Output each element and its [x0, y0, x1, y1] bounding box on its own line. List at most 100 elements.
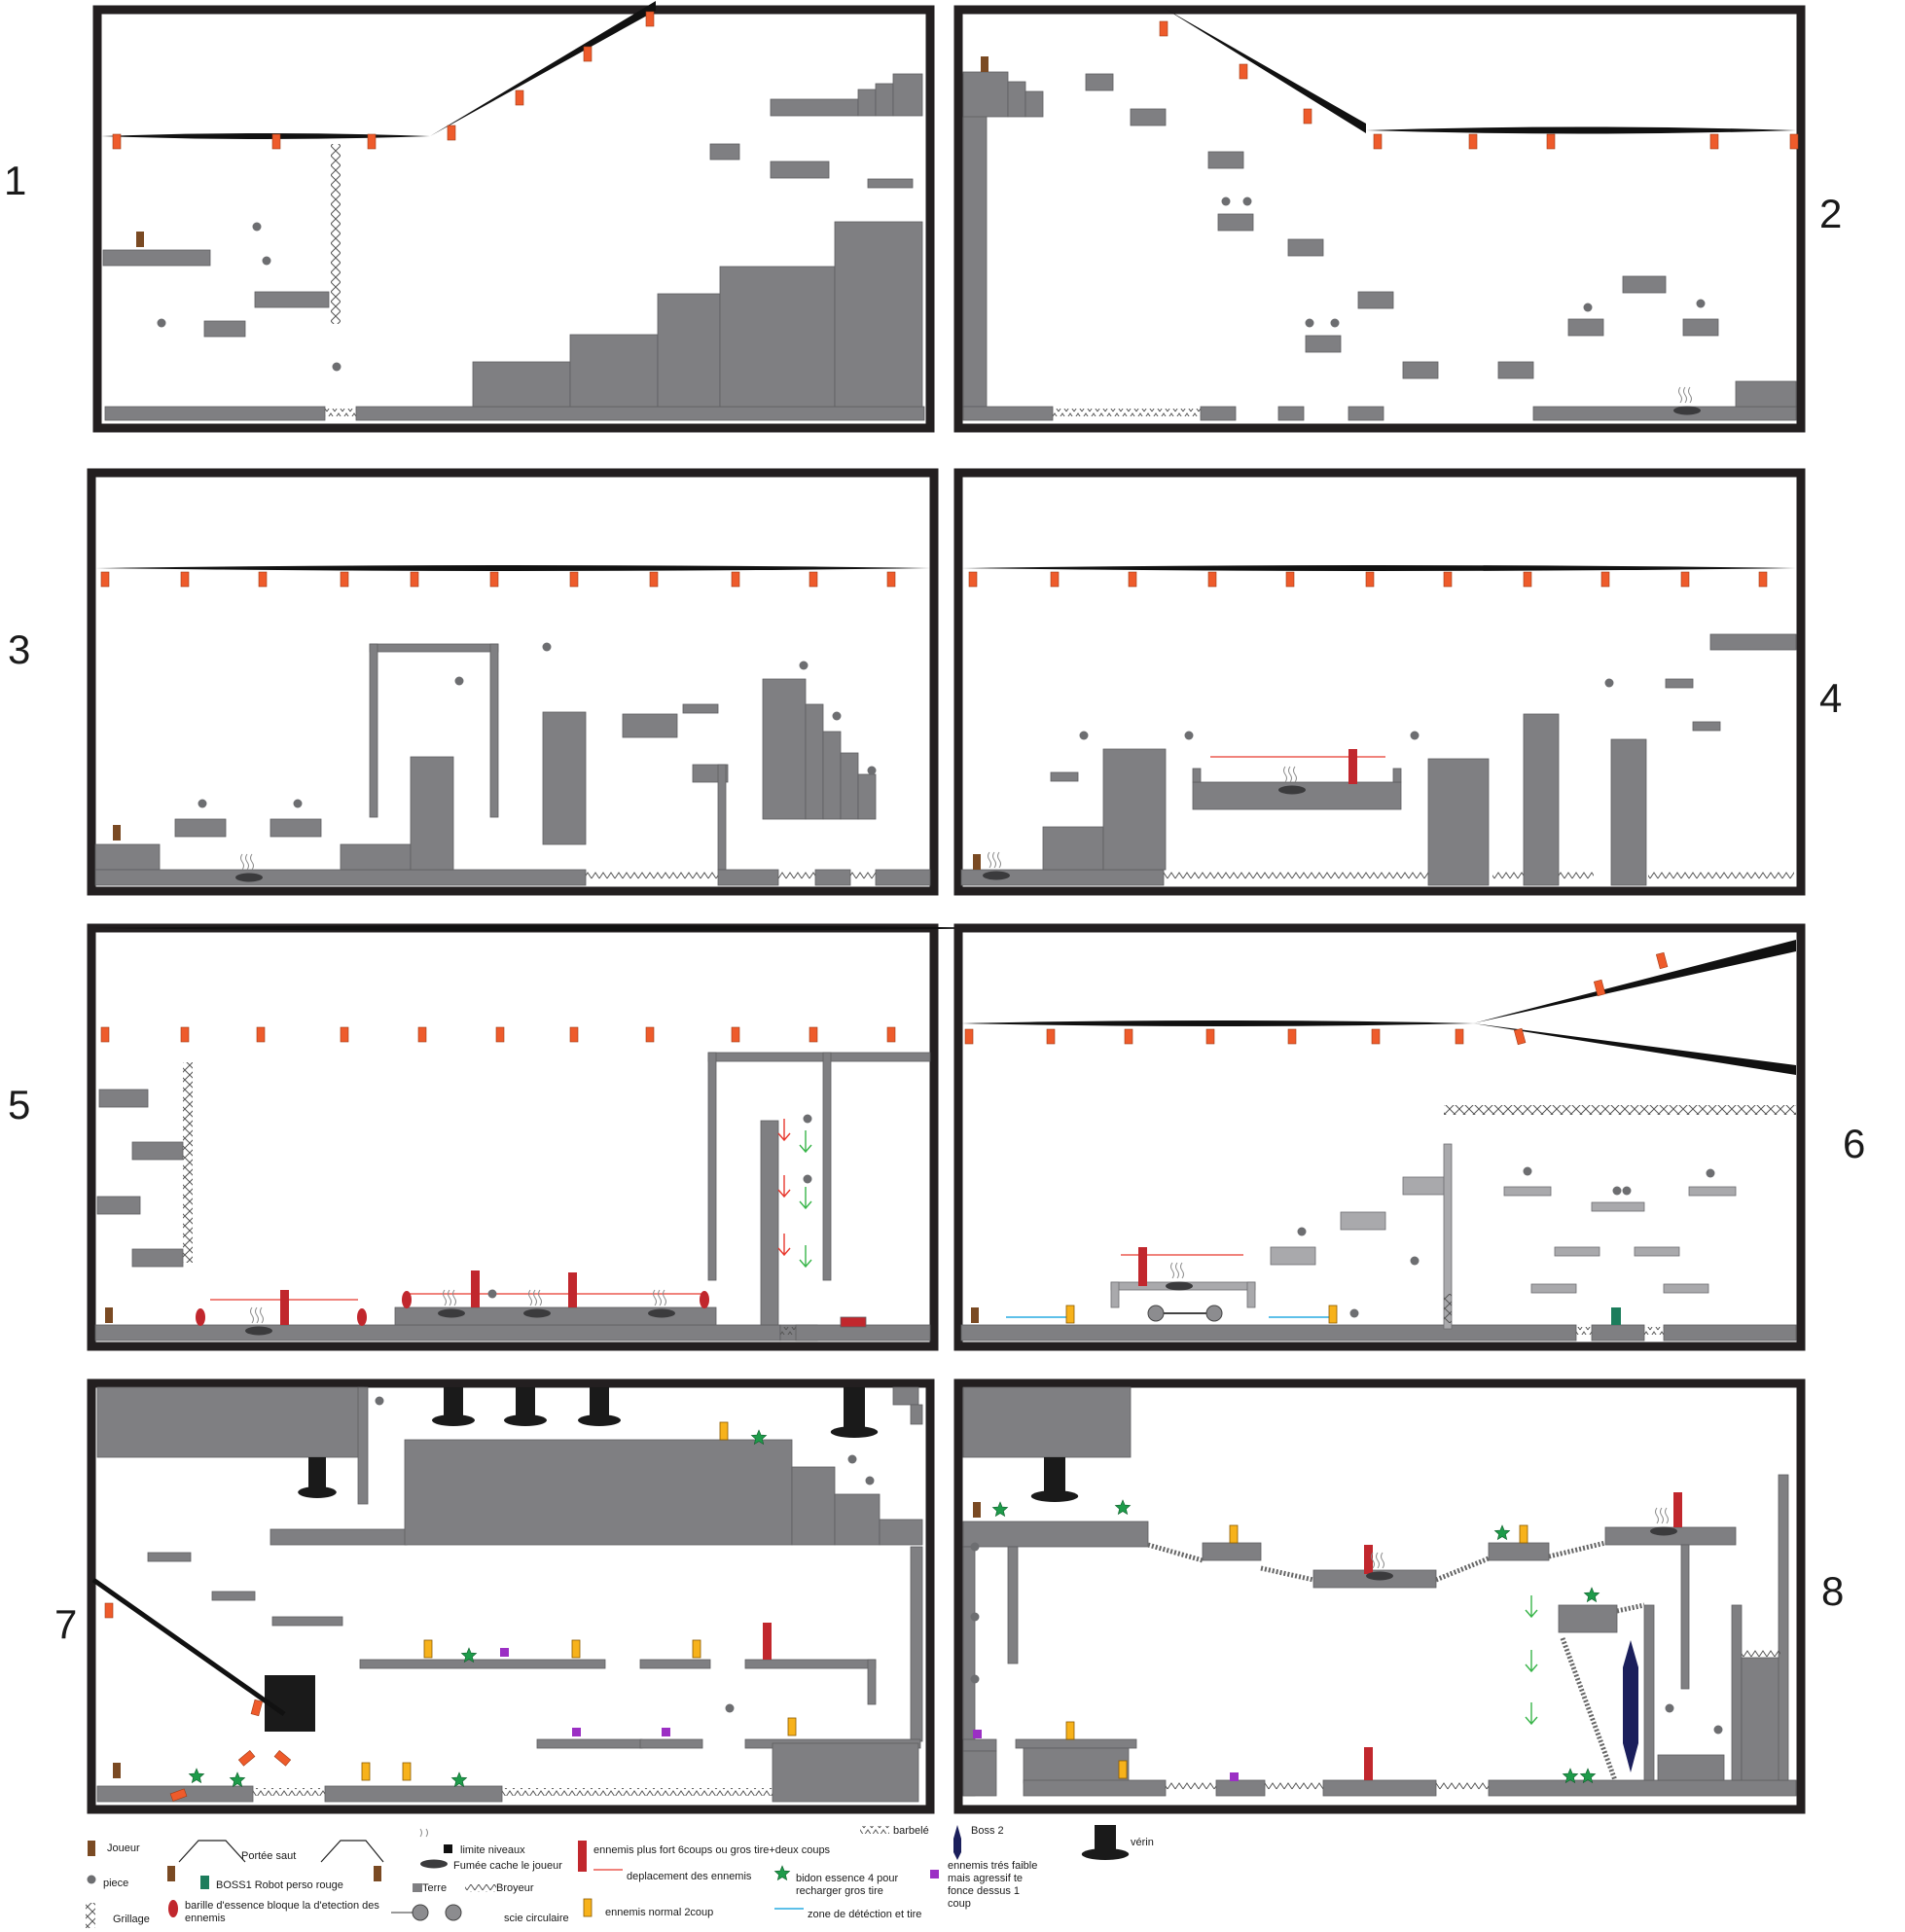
ground-block: [639, 1738, 703, 1749]
legend-deplacement: deplacement des ennemis: [627, 1871, 752, 1882]
slope-limit-line: [1164, 8, 1366, 133]
legend-boss1: BOSS1 Robot perso rouge: [216, 1879, 343, 1891]
smoke-wisp: [1683, 386, 1687, 404]
crusher-zigzag: [1436, 1782, 1489, 1790]
ceiling-spike: [1468, 133, 1478, 150]
ground-block: [1643, 1604, 1655, 1781]
ceiling-spike: [809, 1026, 818, 1043]
ceiling-spike: [417, 1026, 427, 1043]
ceiling-spike: [515, 89, 524, 106]
coin: [1242, 197, 1252, 206]
ground-block: [270, 818, 322, 838]
coin: [375, 1396, 384, 1406]
enemy-normal: [1118, 1760, 1128, 1779]
enemy-normal: [787, 1717, 797, 1736]
smoke-cloud: [235, 873, 263, 882]
ground-block: [1523, 713, 1560, 886]
crusher-zigzag: [1557, 872, 1594, 879]
coin: [1297, 1227, 1307, 1236]
ground-block: [489, 643, 499, 818]
coin: [970, 1674, 980, 1684]
circular-saw: [1205, 1305, 1223, 1322]
coin: [725, 1703, 735, 1713]
enemy-strong: [1673, 1492, 1682, 1527]
enemy-normal: [692, 1639, 701, 1659]
ground-block: [1357, 291, 1394, 309]
fall-arrow: [799, 1130, 812, 1154]
coin: [1604, 678, 1614, 688]
ceiling-limit-line: [95, 925, 1024, 931]
wire-mesh: [331, 144, 341, 324]
ground-block: [717, 764, 727, 871]
ceiling-spike: [447, 125, 456, 141]
player: [113, 825, 121, 841]
ceiling-limit-line: [961, 565, 1796, 571]
panel-7: [87, 1378, 935, 1814]
coin: [252, 222, 262, 232]
platform-light: [1663, 1283, 1709, 1294]
enemy-strong: [568, 1272, 577, 1307]
ground-block: [1130, 108, 1167, 126]
smoke-wisp: [1288, 766, 1292, 783]
ceiling-spike: [1455, 1028, 1464, 1045]
fall-arrow: [799, 1187, 812, 1210]
ground-block: [1277, 406, 1305, 421]
platform-light: [1591, 1201, 1645, 1212]
ground-block: [822, 731, 842, 820]
smoke-wisp: [533, 1289, 537, 1306]
ground-block: [1085, 73, 1114, 91]
coin: [157, 318, 166, 328]
platform-light: [1634, 1246, 1680, 1257]
ground-block: [1604, 1526, 1737, 1546]
piston-head: [830, 1426, 879, 1438]
ceiling-spike: [649, 571, 659, 588]
ground-block: [96, 1196, 141, 1215]
ceiling-spike: [569, 571, 579, 588]
ceiling-spike: [489, 571, 499, 588]
legend-grillage: Grillage: [113, 1914, 150, 1925]
smoke-wisp: [528, 1289, 532, 1306]
ground-block: [98, 1089, 149, 1108]
legend-barille: barille d'essence bloque la d'etection d…: [185, 1900, 379, 1924]
ground-block: [770, 161, 830, 179]
ground-block: [857, 773, 877, 820]
ceiling-spike: [645, 1026, 655, 1043]
ground-block: [1207, 151, 1244, 169]
coin: [542, 642, 552, 652]
smoke-wisp: [1655, 1507, 1659, 1524]
ceiling-spike: [1046, 1028, 1056, 1045]
panel-number-1: 1: [4, 158, 27, 203]
ground-block: [1622, 275, 1667, 294]
ground-block: [472, 361, 571, 408]
smoke-cloud: [523, 1308, 551, 1318]
coin: [803, 1114, 812, 1124]
smoke-wisp: [1293, 766, 1297, 783]
panel-frame: [953, 5, 1806, 433]
ground-block: [94, 843, 161, 871]
ground-glyph: [413, 1883, 422, 1892]
enemy-strong: [578, 1841, 587, 1872]
fall-arrow: [777, 1175, 791, 1199]
coin: [1523, 1166, 1532, 1176]
ground-block: [1709, 633, 1797, 651]
ground-block: [962, 1521, 1149, 1548]
barbed-wire: [1260, 1565, 1314, 1583]
ground-block: [1741, 1657, 1781, 1781]
fuel-barrel: [402, 1291, 412, 1308]
barbed-wire: [1435, 1556, 1490, 1583]
platform-light: [1340, 1211, 1386, 1231]
enemy-weak: [1230, 1772, 1239, 1781]
ceiling-spike: [1303, 108, 1312, 125]
smoke-cloud: [648, 1308, 675, 1318]
ceiling-spike: [1050, 571, 1060, 588]
ground-block: [94, 1324, 781, 1342]
smoke-wisp: [1170, 1262, 1174, 1279]
ceiling-spike: [1680, 571, 1690, 588]
circular-saw: [445, 1904, 462, 1921]
ground-block: [1680, 1544, 1690, 1690]
barbed-wire: [1147, 1542, 1204, 1563]
ground-block: [960, 1324, 1577, 1342]
smoke-wisp: [245, 853, 249, 871]
ground-block: [203, 320, 246, 338]
smoke-cloud: [1166, 1281, 1193, 1291]
